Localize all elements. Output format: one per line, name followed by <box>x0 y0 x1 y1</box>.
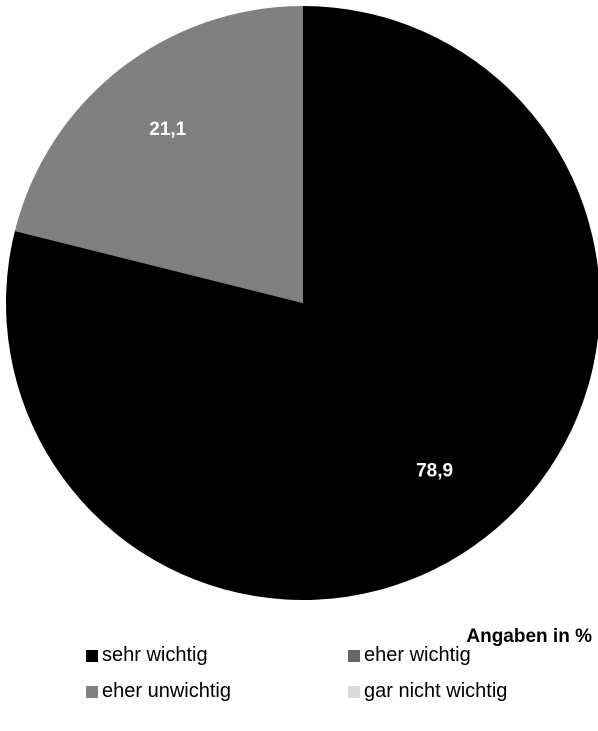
legend-label: gar nicht wichtig <box>364 680 508 702</box>
legend-swatch <box>86 685 98 698</box>
pie-slice-sehr-wichtig <box>6 6 598 600</box>
pie-slices <box>6 6 598 600</box>
slice-value-label: 21,1 <box>149 119 186 140</box>
legend-item-eher-wichtig: eher wichtig <box>348 644 471 667</box>
legend-item-sehr-wichtig: sehr wichtig <box>86 644 208 667</box>
legend-label: sehr wichtig <box>102 644 208 666</box>
legend-swatch <box>348 685 360 698</box>
legend-item-eher-unwichtig: eher unwichtig <box>86 680 231 703</box>
slice-value-label: 78,9 <box>416 461 453 482</box>
legend-item-gar-nicht-wichtig: gar nicht wichtig <box>348 680 507 703</box>
legend: sehr wichtig eher wichtig eher unwichtig… <box>86 640 598 730</box>
pie-chart: 78,9 21,1 <box>6 6 598 600</box>
units-note: Angaben in % <box>466 626 592 647</box>
pie-value-labels: 78,9 21,1 <box>149 119 453 482</box>
legend-swatch <box>86 649 98 662</box>
legend-swatch <box>348 649 360 662</box>
legend-label: eher unwichtig <box>102 680 231 702</box>
legend-label: eher wichtig <box>364 644 471 666</box>
pie-slice-eher-unwichtig <box>14 6 303 303</box>
